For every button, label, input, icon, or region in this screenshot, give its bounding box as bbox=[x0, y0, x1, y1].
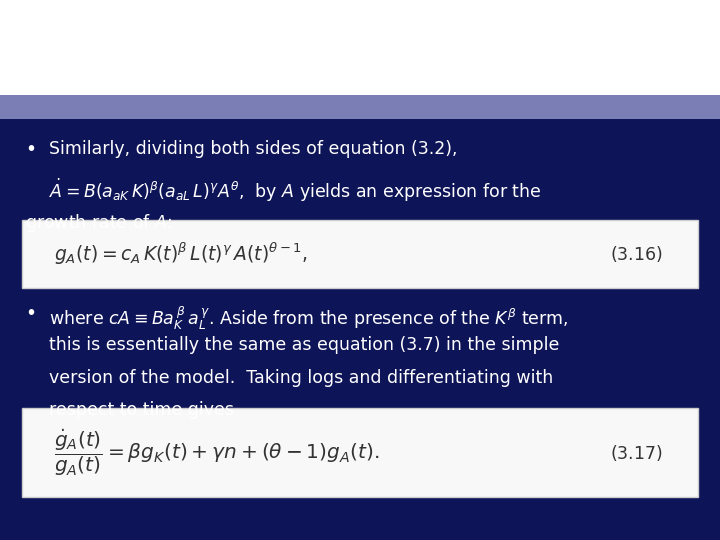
Bar bbox=[0, 94, 720, 119]
Text: •: • bbox=[25, 140, 36, 159]
Text: Similarly, dividing both sides of equation (3.2),: Similarly, dividing both sides of equati… bbox=[49, 140, 457, 158]
Text: $(3.16)$: $(3.16)$ bbox=[610, 244, 662, 264]
Text: $(3.17)$: $(3.17)$ bbox=[610, 443, 662, 463]
Text: $\dfrac{\dot{g}_A(t)}{g_A(t)} = \beta g_K(t) + \gamma n + (\theta-1)g_A(t).$: $\dfrac{\dot{g}_A(t)}{g_A(t)} = \beta g_… bbox=[54, 427, 379, 478]
Text: growth rate of $A$:: growth rate of $A$: bbox=[25, 212, 172, 234]
Bar bbox=[0, 0, 720, 94]
Text: where $cA \equiv Ba_K^{\,\beta}\,a_L^{\,\gamma}$. Aside from the presence of the: where $cA \equiv Ba_K^{\,\beta}\,a_L^{\,… bbox=[49, 304, 568, 332]
Text: $\dot{A} = B(a_{aK}\,K)^{\beta}(a_{aL}\,L)^{\gamma}A^{\theta}$,  by $A$ yields a: $\dot{A} = B(a_{aK}\,K)^{\beta}(a_{aL}\,… bbox=[49, 177, 541, 204]
FancyBboxPatch shape bbox=[22, 408, 698, 497]
FancyBboxPatch shape bbox=[22, 220, 698, 288]
Text: •: • bbox=[25, 304, 36, 323]
Text: $g_A(t) = c_A\,K(t)^{\beta}\,L(t)^{\gamma}\,A(t)^{\theta-1},$: $g_A(t) = c_A\,K(t)^{\beta}\,L(t)^{\gamm… bbox=[54, 241, 308, 267]
Text: respect to time gives: respect to time gives bbox=[49, 401, 234, 419]
Text: this is essentially the same as equation (3.7) in the simple: this is essentially the same as equation… bbox=[49, 336, 559, 354]
Text: version of the model.  Taking logs and differentiating with: version of the model. Taking logs and di… bbox=[49, 369, 553, 387]
